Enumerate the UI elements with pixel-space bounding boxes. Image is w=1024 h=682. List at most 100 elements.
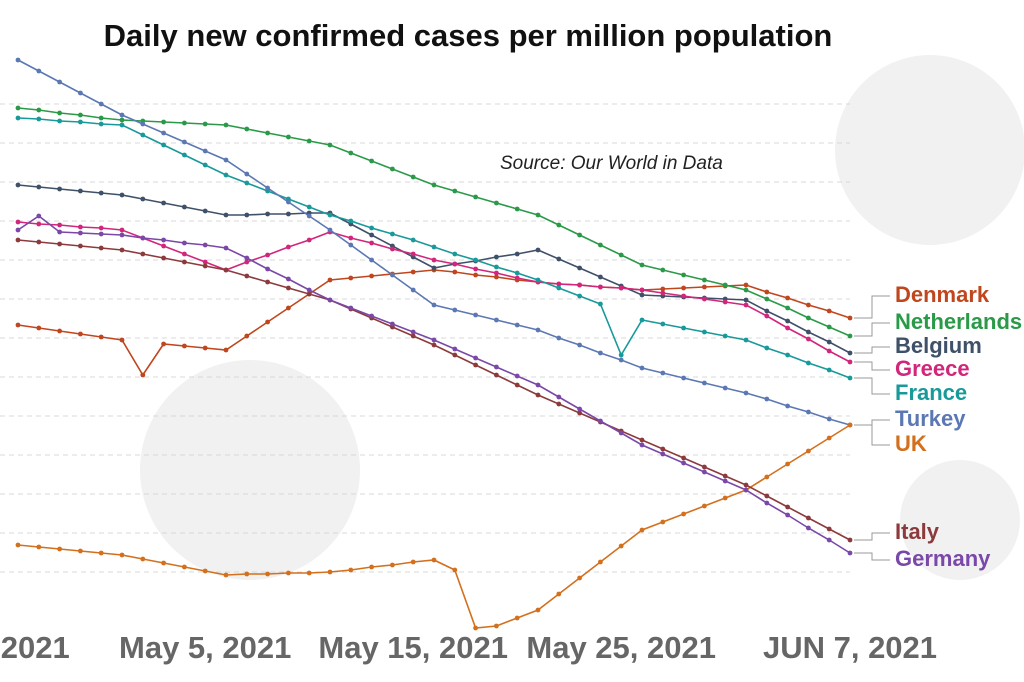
label-connector [854, 532, 890, 541]
data-point [722, 282, 728, 288]
data-point [785, 512, 790, 518]
data-point [826, 308, 832, 314]
data-point [577, 293, 582, 299]
legend-label: Italy [895, 519, 940, 544]
data-point [681, 272, 686, 278]
data-point [78, 224, 83, 230]
data-point [390, 231, 395, 237]
data-point [202, 345, 208, 351]
label-connector [854, 377, 890, 395]
data-point [452, 269, 458, 275]
data-point [577, 410, 582, 416]
data-point [785, 461, 790, 467]
data-point [202, 259, 208, 265]
data-point [410, 287, 416, 293]
data-point [452, 307, 458, 313]
data-point [78, 112, 83, 118]
data-point [806, 515, 811, 521]
data-point [473, 625, 478, 631]
data-point [36, 184, 42, 190]
data-point [369, 313, 374, 319]
data-point [743, 287, 749, 293]
data-point [140, 251, 146, 257]
data-point [244, 126, 250, 132]
data-point [98, 334, 104, 340]
data-point [223, 157, 229, 163]
data-point [598, 350, 603, 356]
label-connector [854, 295, 890, 319]
data-point [764, 313, 770, 319]
data-point [494, 372, 499, 378]
data-point [202, 568, 208, 574]
data-point [15, 237, 21, 243]
data-point [785, 305, 790, 311]
data-point [826, 416, 832, 422]
data-point [764, 289, 770, 295]
data-point [826, 537, 832, 543]
chart-subtitle: Daily new confirmed cases per million po… [104, 18, 833, 53]
data-point [577, 232, 582, 238]
data-point [182, 152, 187, 158]
data-point [452, 251, 458, 257]
data-point [639, 292, 645, 298]
data-point [806, 336, 811, 342]
data-point [202, 121, 208, 127]
data-point [119, 552, 125, 558]
data-point [140, 196, 146, 202]
data-point [452, 261, 458, 267]
data-point [785, 325, 790, 331]
data-point [452, 352, 458, 358]
data-point [327, 277, 333, 283]
label-connector [854, 361, 890, 371]
data-point [431, 337, 437, 343]
data-point [410, 329, 416, 335]
data-point [431, 257, 437, 263]
data-point [223, 212, 229, 218]
data-point [265, 130, 270, 136]
data-point [327, 569, 333, 575]
data-point [57, 118, 62, 124]
legend-label: Greece [895, 356, 970, 381]
data-point [660, 286, 666, 292]
data-point [785, 352, 790, 358]
data-point [743, 337, 749, 343]
data-point [182, 139, 187, 145]
data-point [722, 333, 728, 339]
data-point [494, 623, 499, 629]
data-point [702, 464, 707, 470]
data-point [36, 221, 42, 227]
data-point [660, 519, 666, 525]
data-point [265, 571, 270, 577]
legend-label: Belgium [895, 333, 982, 358]
data-point [390, 562, 395, 568]
data-point [722, 385, 728, 391]
legend-label: Denmark [895, 282, 990, 307]
data-point [306, 570, 312, 576]
legend-label: France [895, 380, 967, 405]
data-point [785, 403, 790, 409]
data-point [660, 290, 666, 296]
data-point [119, 232, 125, 238]
data-point [36, 544, 42, 550]
data-point [494, 364, 499, 370]
background-decoration [140, 55, 1024, 580]
data-point [286, 244, 291, 250]
data-point [265, 211, 270, 217]
data-point [202, 242, 208, 248]
data-point [306, 237, 312, 243]
data-point [494, 270, 499, 276]
data-point [431, 342, 437, 348]
x-tick-label: May 15, 2021 [318, 630, 508, 665]
data-point [722, 299, 728, 305]
data-point [57, 186, 62, 192]
data-point [98, 550, 104, 556]
data-point [764, 493, 770, 499]
data-point [348, 218, 354, 224]
data-point [410, 237, 416, 243]
data-point [119, 122, 125, 128]
data-point [223, 122, 229, 128]
data-point [847, 537, 853, 543]
data-point [598, 274, 603, 280]
data-point [847, 375, 853, 381]
data-point [639, 287, 645, 293]
